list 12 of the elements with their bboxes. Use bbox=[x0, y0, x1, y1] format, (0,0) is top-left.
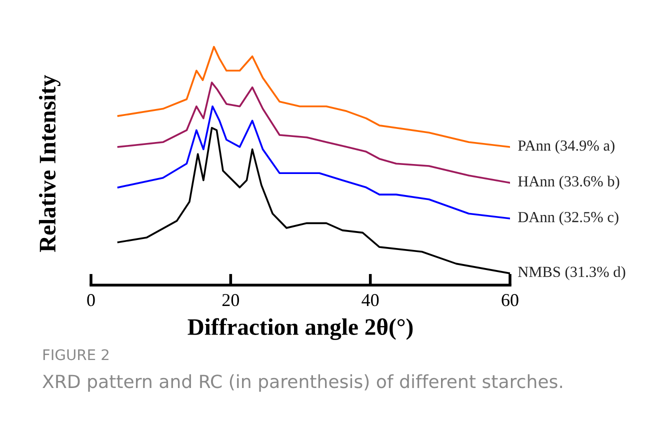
x-axis-title: Diffraction angle 2θ(°) bbox=[188, 318, 413, 340]
series-label: PAnn (34.9% a) bbox=[518, 140, 614, 154]
x-tick-label: 40 bbox=[362, 294, 379, 306]
x-tick-label: 60 bbox=[502, 294, 518, 306]
x-tick-label: 20 bbox=[222, 294, 240, 306]
x-tick-label: 0 bbox=[87, 294, 95, 306]
series-label: NMBS (31.3% d) bbox=[518, 266, 626, 280]
text: XRD pattern and RC (in parenthesis) of different starches. bbox=[42, 374, 562, 392]
y-axis-title: Relative Intensity bbox=[38, 74, 60, 252]
caption: FIGURE 2 bbox=[43, 349, 108, 360]
series-label: DAnn (32.5% c) bbox=[518, 211, 618, 226]
series-label: HAnn (33.6% b) bbox=[518, 176, 620, 190]
